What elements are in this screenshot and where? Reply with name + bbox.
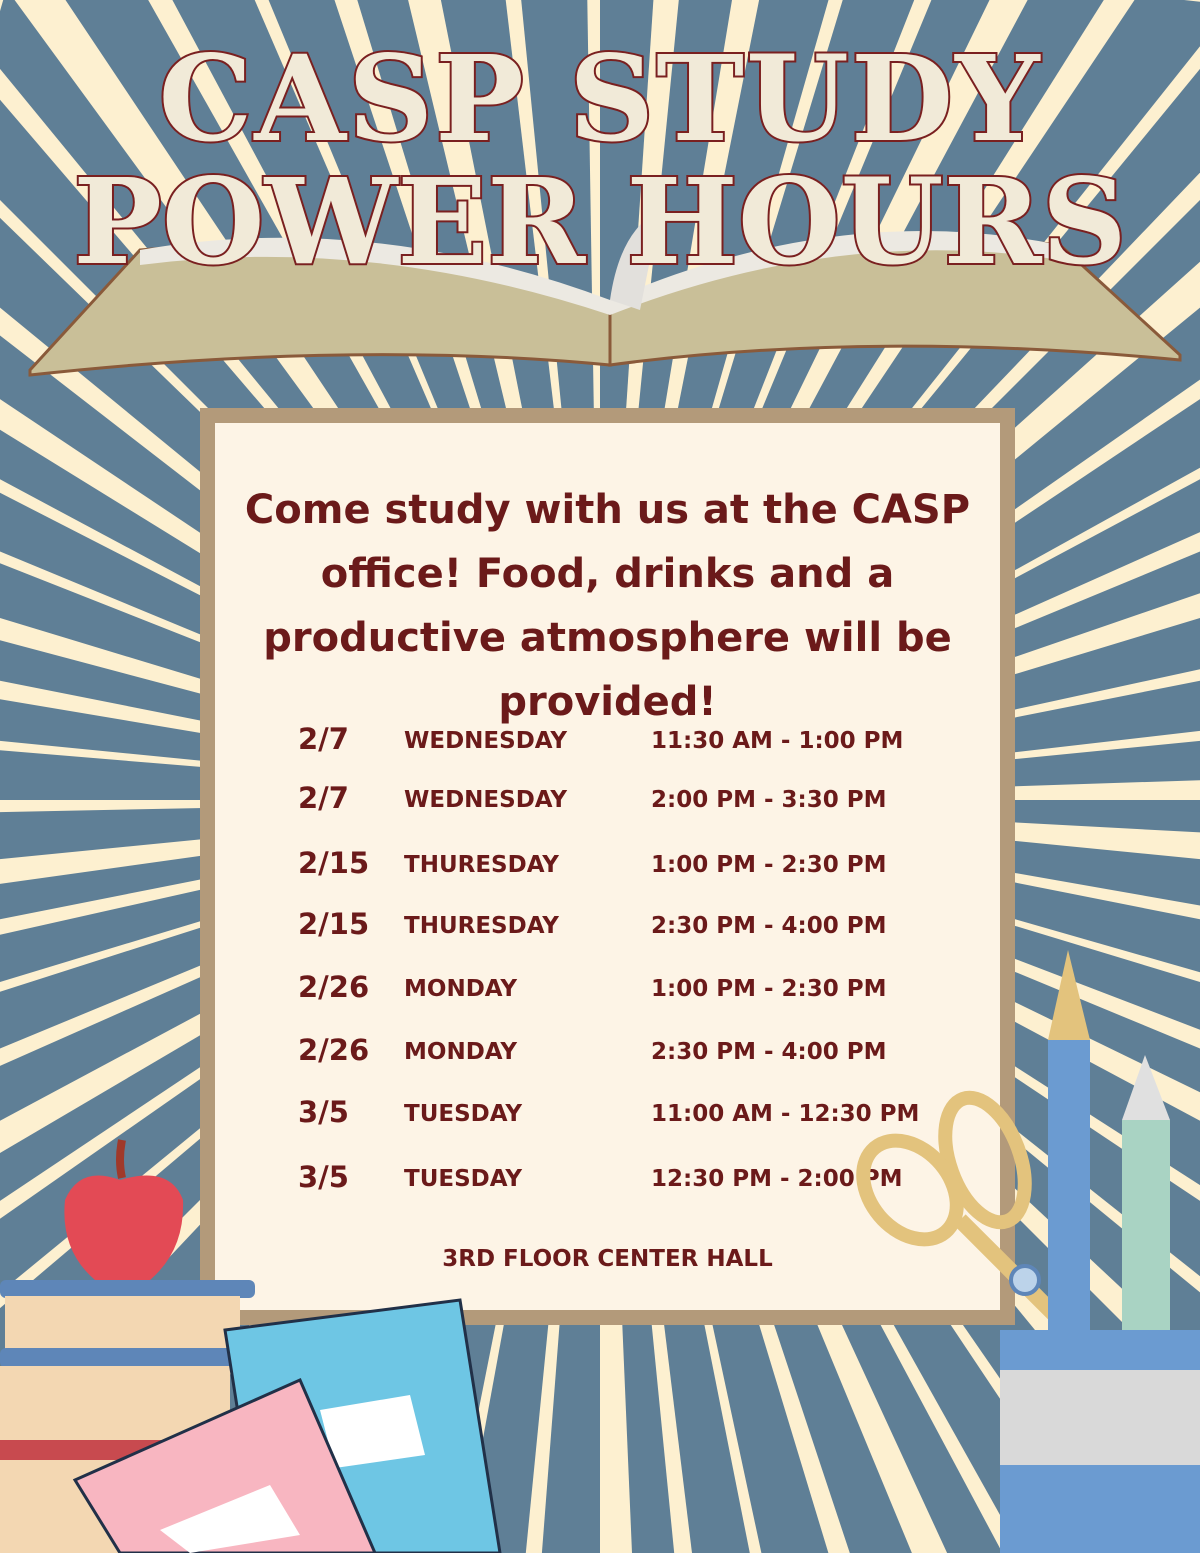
schedule-time: 2:00 PM - 3:30 PM bbox=[651, 787, 887, 813]
schedule-time: 2:30 PM - 4:00 PM bbox=[651, 1039, 887, 1065]
schedule-time: 11:30 AM - 1:00 PM bbox=[651, 728, 904, 754]
schedule-day: TUESDAY bbox=[404, 1166, 522, 1192]
schedule-row: 2/15 THURESDAY 1:00 PM - 2:30 PM bbox=[215, 846, 1000, 892]
schedule-row: 2/26 MONDAY 2:30 PM - 4:00 PM bbox=[215, 1033, 1000, 1079]
intro-text: Come study with us at the CASP office! F… bbox=[244, 487, 971, 725]
title-line-1: CASP STUDY bbox=[157, 29, 1042, 168]
sunburst-ray bbox=[600, 680, 1200, 800]
schedule-date: 3/5 bbox=[298, 1095, 349, 1129]
schedule-date: 2/7 bbox=[298, 722, 349, 756]
sunburst-ray bbox=[600, 800, 1200, 973]
schedule-time: 12:30 PM - 2:00 PM bbox=[651, 1166, 903, 1192]
location-text: 3RD FLOOR CENTER HALL bbox=[442, 1246, 773, 1272]
schedule-time: 2:30 PM - 4:00 PM bbox=[651, 913, 887, 939]
schedule-time: 1:00 PM - 2:30 PM bbox=[651, 976, 887, 1002]
schedule-row: 3/5 TUESDAY 12:30 PM - 2:00 PM bbox=[215, 1160, 1000, 1206]
schedule-day: TUESDAY bbox=[404, 1101, 522, 1127]
schedule-row: 2/15 THURESDAY 2:30 PM - 4:00 PM bbox=[215, 907, 1000, 953]
schedule-date: 2/7 bbox=[298, 781, 349, 815]
schedule-date: 2/26 bbox=[298, 970, 370, 1004]
schedule-row: 3/5 TUESDAY 11:00 AM - 12:30 PM bbox=[215, 1095, 1000, 1141]
schedule-time: 11:00 AM - 12:30 PM bbox=[651, 1101, 920, 1127]
sunburst-ray bbox=[600, 800, 750, 1553]
schedule-day: MONDAY bbox=[404, 976, 518, 1002]
schedule-day: THURESDAY bbox=[404, 852, 559, 878]
schedule-date: 3/5 bbox=[298, 1160, 349, 1194]
schedule-day: MONDAY bbox=[404, 1039, 518, 1065]
schedule-row: 2/7 WEDNESDAY 11:30 AM - 1:00 PM bbox=[215, 722, 1000, 768]
schedule-time: 1:00 PM - 2:30 PM bbox=[651, 852, 887, 878]
sunburst-ray bbox=[0, 800, 600, 920]
schedule-row: 2/7 WEDNESDAY 2:00 PM - 3:30 PM bbox=[215, 781, 1000, 827]
schedule-day: WEDNESDAY bbox=[404, 787, 568, 813]
sunburst-ray bbox=[521, 0, 600, 800]
open-book-illustration bbox=[28, 210, 1182, 377]
schedule-day: WEDNESDAY bbox=[404, 728, 568, 754]
schedule-date: 2/15 bbox=[298, 846, 370, 880]
sunburst-ray bbox=[440, 0, 600, 800]
schedule-date: 2/26 bbox=[298, 1033, 370, 1067]
schedule-row: 2/26 MONDAY 1:00 PM - 2:30 PM bbox=[215, 970, 1000, 1016]
title-line-2: POWER HOURS bbox=[71, 152, 1129, 291]
info-panel: Come study with us at the CASP office! F… bbox=[200, 408, 1015, 1325]
schedule-day: THURESDAY bbox=[404, 913, 559, 939]
schedule-date: 2/15 bbox=[298, 907, 370, 941]
sunburst-ray bbox=[0, 429, 600, 800]
info-panel-inner: Come study with us at the CASP office! F… bbox=[215, 423, 1000, 1310]
